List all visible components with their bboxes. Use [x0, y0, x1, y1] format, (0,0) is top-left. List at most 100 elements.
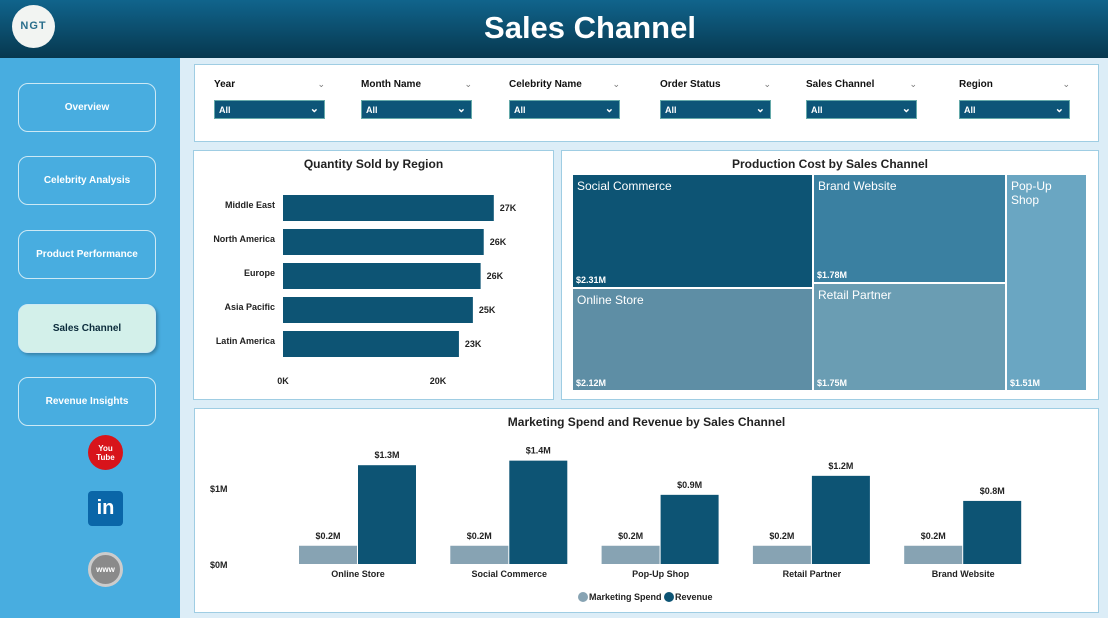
treemap-tile[interactable]: Brand Website $1.78M — [814, 175, 1005, 282]
chevron-down-icon[interactable]: ⌄ — [317, 79, 325, 89]
category-label: Latin America — [216, 336, 276, 346]
chevron-down-icon: ⌄ — [604, 103, 614, 115]
category-label: Asia Pacific — [224, 302, 275, 312]
category-label: Social Commerce — [472, 569, 548, 579]
data-label: 26K — [490, 237, 507, 247]
bar-revenue — [509, 460, 568, 564]
filter-order-status[interactable]: Order Status ⌄ All ⌄ — [660, 79, 771, 119]
www-icon[interactable]: www — [88, 552, 123, 587]
nav-celebrity-analysis[interactable]: Celebrity Analysis — [18, 156, 156, 205]
linkedin-icon[interactable]: in — [88, 491, 123, 526]
chevron-down-icon[interactable]: ⌄ — [464, 79, 472, 89]
tile-value: $1.78M — [817, 270, 848, 280]
nav-revenue-insights[interactable]: Revenue Insights — [18, 377, 156, 426]
category-label: Middle East — [225, 200, 275, 210]
data-label: $0.2M — [769, 531, 794, 541]
bar-revenue — [358, 465, 416, 564]
filter-dropdown[interactable]: All ⌄ — [660, 100, 771, 119]
category-label: Brand Website — [932, 569, 995, 579]
filter-label: Order Status — [660, 79, 721, 90]
filter-dropdown[interactable]: All ⌄ — [214, 100, 325, 119]
filter-sales-channel[interactable]: Sales Channel ⌄ All ⌄ — [806, 79, 917, 119]
nav-overview[interactable]: Overview — [18, 83, 156, 132]
marketing-revenue-chart: Marketing Spend and Revenue by Sales Cha… — [194, 408, 1099, 613]
bar — [283, 331, 459, 357]
filter-value: All — [514, 105, 526, 115]
bar-marketing-spend — [450, 545, 509, 564]
data-label: $0.8M — [980, 486, 1005, 496]
bar-revenue — [660, 494, 719, 564]
chart-title: Production Cost by Sales Channel — [731, 157, 929, 171]
treemap-tile[interactable]: Retail Partner $1.75M — [814, 284, 1005, 390]
bar-marketing-spend — [752, 545, 811, 564]
filter-region[interactable]: Region ⌄ All ⌄ — [959, 79, 1070, 119]
data-label: $1.4M — [526, 446, 551, 456]
category-label: Online Store — [331, 569, 385, 579]
chart-title: Quantity Sold by Region — [303, 157, 444, 171]
legend-marker — [578, 592, 588, 602]
treemap-tile[interactable]: Pop-Up Shop $1.51M — [1007, 175, 1086, 390]
filter-dropdown[interactable]: All ⌄ — [361, 100, 472, 119]
filter-dropdown[interactable]: All ⌄ — [509, 100, 620, 119]
filter-month-name[interactable]: Month Name ⌄ All ⌄ — [361, 79, 472, 119]
legend-label: Marketing Spend — [589, 592, 662, 602]
data-label: 27K — [500, 203, 517, 213]
nav-product-performance[interactable]: Product Performance — [18, 230, 156, 279]
chart-title: Marketing Spend and Revenue by Sales Cha… — [507, 415, 786, 429]
chevron-down-icon[interactable]: ⌄ — [612, 79, 620, 89]
category-label: Retail Partner — [783, 569, 842, 579]
nav-sales-channel[interactable]: Sales Channel — [18, 304, 156, 353]
x-tick-label: 0K — [277, 376, 289, 386]
data-label: $1.3M — [374, 450, 399, 460]
production-cost-treemap: Production Cost by Sales Channel Social … — [561, 150, 1099, 400]
tile-label: Online Store — [577, 293, 644, 307]
chevron-down-icon: ⌄ — [755, 103, 765, 115]
chevron-down-icon: ⌄ — [456, 103, 466, 115]
bar-revenue — [963, 500, 1022, 564]
treemap-tile[interactable]: Social Commerce $2.31M — [573, 175, 812, 287]
tile-label: Pop-Up Shop — [1011, 179, 1052, 207]
filter-label: Celebrity Name — [509, 79, 582, 90]
filter-label: Month Name — [361, 79, 421, 90]
data-label: $0.2M — [315, 531, 340, 541]
legend-label: Revenue — [675, 592, 713, 602]
data-label: 23K — [465, 339, 482, 349]
chevron-down-icon[interactable]: ⌄ — [763, 79, 771, 89]
tile-value: $1.75M — [817, 378, 848, 388]
filter-label: Region — [959, 79, 993, 90]
youtube-icon[interactable]: You Tube — [88, 435, 123, 470]
category-label: Pop-Up Shop — [632, 569, 689, 579]
filter-dropdown[interactable]: All ⌄ — [959, 100, 1070, 119]
filter-year[interactable]: Year ⌄ All ⌄ — [214, 79, 325, 119]
tile-value: $1.51M — [1010, 378, 1041, 388]
treemap-tile[interactable]: Online Store $2.12M — [573, 289, 812, 390]
bar-marketing-spend — [601, 545, 660, 564]
filter-value: All — [219, 105, 231, 115]
bar — [283, 229, 484, 255]
company-logo: NGT — [12, 5, 55, 48]
tile-label: Social Commerce — [577, 179, 672, 193]
filter-label: Year — [214, 79, 236, 90]
chevron-down-icon[interactable]: ⌄ — [1062, 79, 1070, 89]
tile-label: Retail Partner — [818, 288, 892, 302]
quantity-by-region-chart: Quantity Sold by Region Middle East 27K No… — [193, 150, 554, 400]
data-label: 25K — [479, 305, 496, 315]
data-label: $0.2M — [618, 531, 643, 541]
sidebar: Overview Celebrity Analysis Product Perf… — [0, 58, 180, 618]
tile-value: $2.31M — [576, 275, 607, 285]
header: NGT Sales Channel — [0, 0, 1108, 58]
filter-panel: Year ⌄ All ⌄ Month Name ⌄ All ⌄ Celebrity Name ⌄ A… — [194, 64, 1099, 142]
filter-value: All — [665, 105, 677, 115]
chevron-down-icon[interactable]: ⌄ — [909, 79, 917, 89]
filter-dropdown[interactable]: All ⌄ — [806, 100, 917, 119]
bar — [283, 297, 473, 323]
data-label: $0.2M — [467, 531, 492, 541]
x-tick-label: 20K — [430, 376, 447, 386]
data-label: $1.2M — [828, 461, 853, 471]
filter-value: All — [964, 105, 976, 115]
filter-value: All — [366, 105, 378, 115]
bar-marketing-spend — [299, 545, 357, 564]
category-label: North America — [213, 234, 276, 244]
filter-celebrity-name[interactable]: Celebrity Name ⌄ All ⌄ — [509, 79, 620, 119]
y-tick-label: $0M — [210, 560, 228, 570]
